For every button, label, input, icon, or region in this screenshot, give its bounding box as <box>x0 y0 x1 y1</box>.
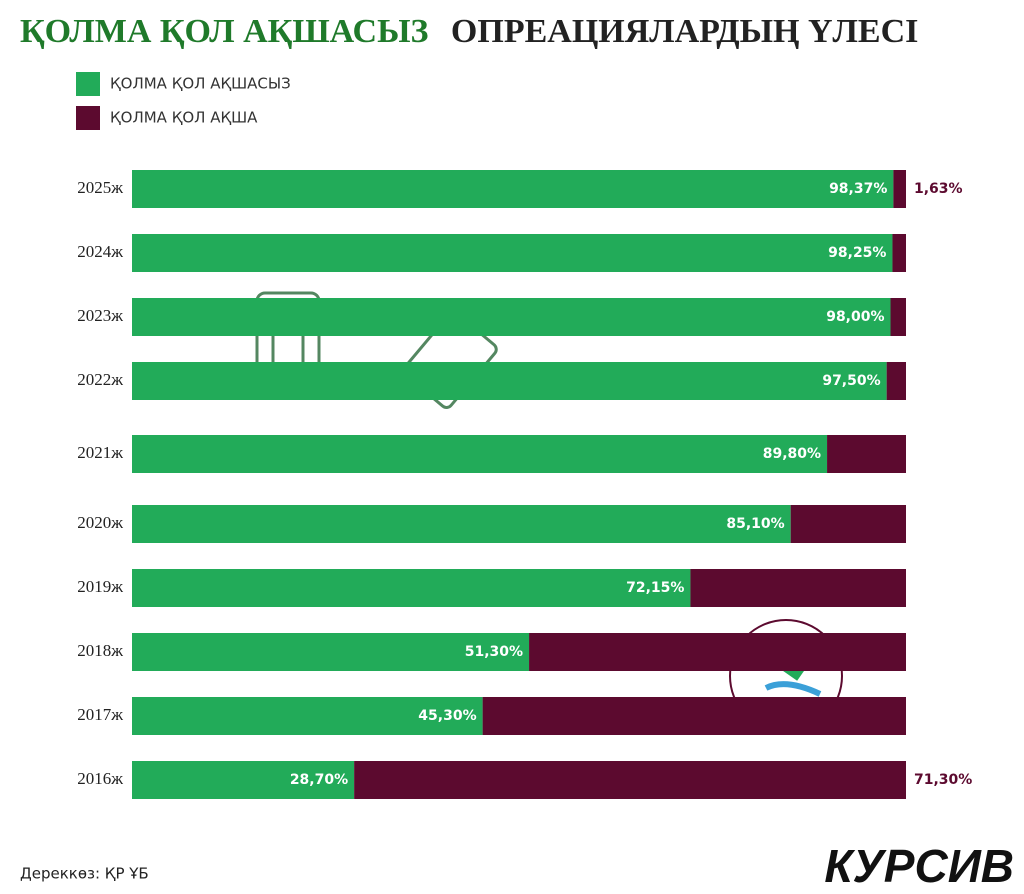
bar-segment <box>892 234 906 272</box>
logo: КУРСИВ <box>824 840 1014 892</box>
value-label: 98,25% <box>828 245 886 261</box>
value-label: 28,70% <box>290 772 348 788</box>
title-highlight: ҚОЛМА ҚОЛ АҚШАСЫЗ <box>20 13 428 50</box>
bar-segment <box>132 569 691 607</box>
bar-segment <box>790 505 906 543</box>
title-rest: ОПРЕАЦИЯЛАРДЫҢ ҮЛЕСІ <box>451 13 918 50</box>
category-label: 2023ж <box>77 306 123 325</box>
bar-segment <box>132 435 828 473</box>
category-label: 2020ж <box>77 513 123 532</box>
category-label: 2017ж <box>77 705 123 724</box>
legend-label: ҚОЛМА ҚОЛ АҚША <box>110 109 258 127</box>
source: Дереккөз: ҚР ҰБ <box>20 865 149 883</box>
bar-segment <box>132 234 893 272</box>
category-label: 2024ж <box>77 242 123 261</box>
chart-title: ҚОЛМА ҚОЛ АҚШАСЫЗ ОПРЕАЦИЯЛАРДЫҢ ҮЛЕСІ <box>20 13 918 50</box>
bar-segment <box>132 633 530 671</box>
category-label: 2021ж <box>77 443 123 462</box>
value-label: 98,00% <box>826 309 884 325</box>
bar-segment <box>529 633 906 671</box>
bar-segment <box>132 761 355 799</box>
value-label: 85,10% <box>726 516 784 532</box>
legend-swatch <box>76 72 100 96</box>
legend-swatch <box>76 106 100 130</box>
bar-segment <box>132 362 887 400</box>
bar-segment <box>690 569 906 607</box>
value-label: 45,30% <box>418 708 476 724</box>
category-label: 2018ж <box>77 641 123 660</box>
category-label: 2019ж <box>77 577 123 596</box>
bar-segment <box>886 362 906 400</box>
bar-segment <box>132 697 483 735</box>
category-label: 2025ж <box>77 178 123 197</box>
value-label: 89,80% <box>763 446 821 462</box>
bar-segment <box>132 505 791 543</box>
bar-segment <box>890 298 906 336</box>
value-label: 98,37% <box>829 181 887 197</box>
value-label: 71,30% <box>914 772 972 788</box>
value-label: 51,30% <box>465 644 523 660</box>
bar-segment <box>893 170 906 208</box>
category-label: 2022ж <box>77 370 123 389</box>
bar-segment <box>132 298 891 336</box>
category-label: 2016ж <box>77 769 123 788</box>
value-label: 97,50% <box>822 373 880 389</box>
value-label: 1,63% <box>914 181 963 197</box>
bar-segment <box>482 697 906 735</box>
bar-segment <box>132 170 894 208</box>
value-label: 72,15% <box>626 580 684 596</box>
bar-segment <box>354 761 906 799</box>
bar-segment <box>827 435 906 473</box>
legend-label: ҚОЛМА ҚОЛ АҚШАСЫЗ <box>110 75 291 93</box>
